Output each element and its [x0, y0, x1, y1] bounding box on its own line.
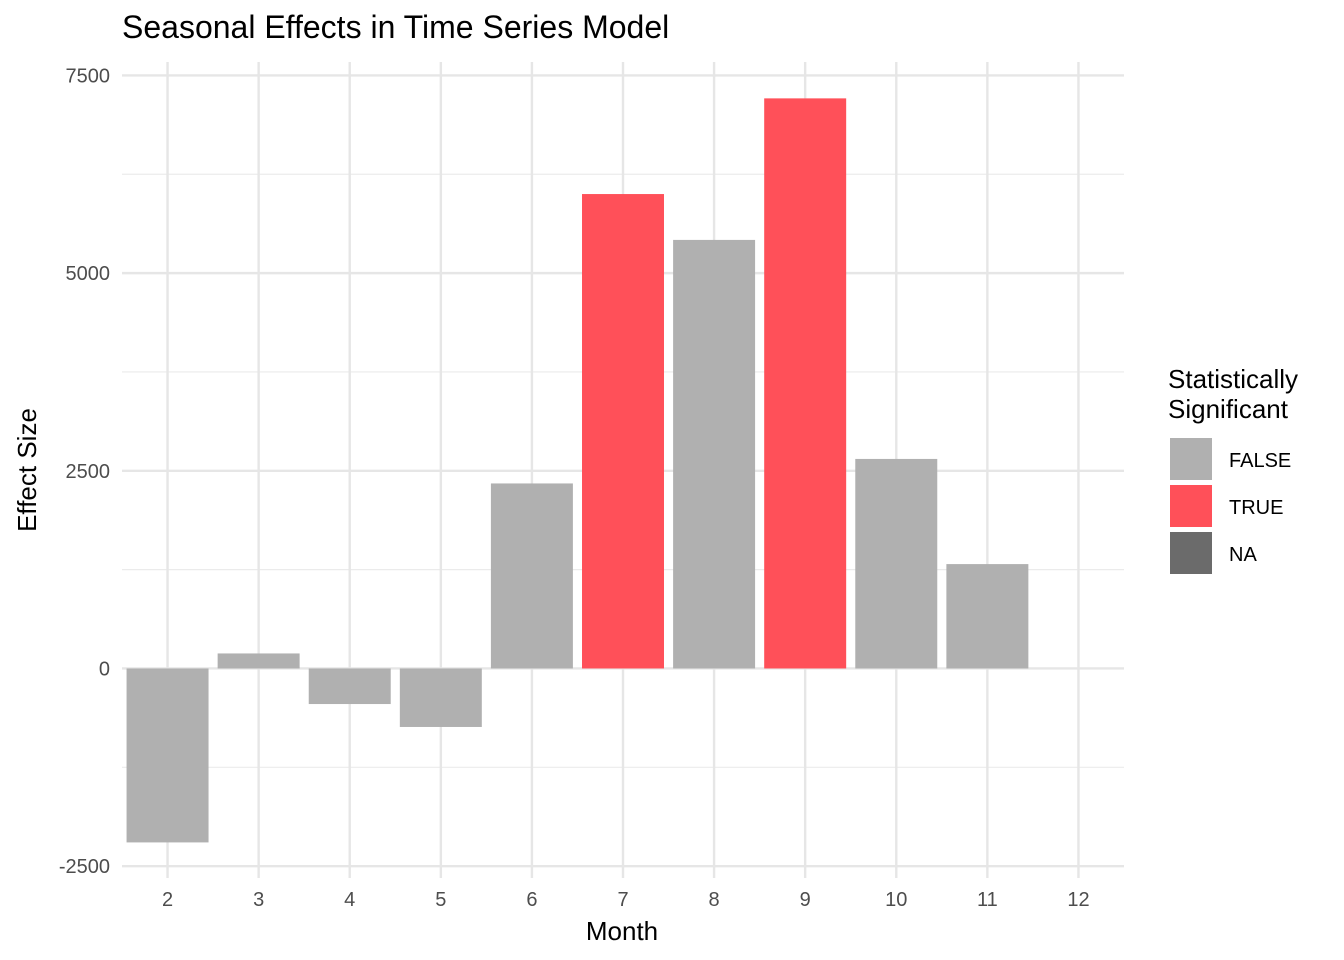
- bar-month-2: [126, 668, 209, 843]
- legend-entries: FALSE TRUE NA: [1170, 438, 1291, 574]
- bar-month-5: [399, 668, 482, 727]
- legend-title-line-1: Statistically: [1168, 364, 1298, 394]
- bar-month-11: [946, 564, 1029, 669]
- y-axis-title: Effect Size: [12, 408, 42, 532]
- x-tick-label: 8: [709, 889, 720, 911]
- bar-month-10: [855, 458, 938, 669]
- x-axis-title: Month: [586, 916, 658, 946]
- x-axis-ticks: 2 3 4 5 6 7 8 9 10 11 12: [162, 889, 1090, 911]
- x-tick-label: 3: [253, 889, 264, 911]
- x-tick-label: 4: [344, 889, 355, 911]
- legend-label-na: NA: [1229, 544, 1257, 566]
- x-tick-label: 10: [885, 889, 907, 911]
- legend-label-false: FALSE: [1229, 450, 1291, 472]
- y-tick-label: 0: [99, 658, 110, 680]
- y-axis-ticks: -2500 0 2500 5000 7500: [59, 65, 110, 878]
- y-tick-label: 7500: [66, 65, 111, 87]
- y-tick-label: 2500: [66, 461, 111, 483]
- legend-swatch-true: [1170, 485, 1212, 527]
- bar-month-4: [308, 668, 391, 705]
- x-tick-label: 2: [162, 889, 173, 911]
- legend-swatch-false: [1170, 438, 1212, 480]
- bar-month-6: [490, 483, 573, 669]
- x-tick-label: 11: [977, 889, 998, 911]
- bar-month-8: [673, 239, 756, 669]
- legend-title-line-2: Significant: [1168, 394, 1289, 424]
- x-tick-label: 6: [526, 889, 537, 911]
- bar-month-9: [764, 98, 847, 669]
- bar-month-7: [582, 194, 664, 669]
- legend: Statistically Significant FALSE TRUE NA: [1168, 364, 1298, 574]
- bars: [126, 98, 1029, 843]
- y-tick-label: -2500: [59, 856, 110, 878]
- legend-label-true: TRUE: [1229, 497, 1283, 519]
- bar-month-3: [217, 653, 300, 669]
- x-tick-label: 9: [800, 889, 811, 911]
- legend-swatch-na: [1170, 532, 1212, 574]
- y-tick-label: 5000: [66, 263, 111, 285]
- x-tick-label: 5: [435, 889, 446, 911]
- x-tick-label: 7: [617, 889, 628, 911]
- x-tick-label: 12: [1067, 889, 1089, 911]
- chart-title: Seasonal Effects in Time Series Model: [122, 9, 669, 45]
